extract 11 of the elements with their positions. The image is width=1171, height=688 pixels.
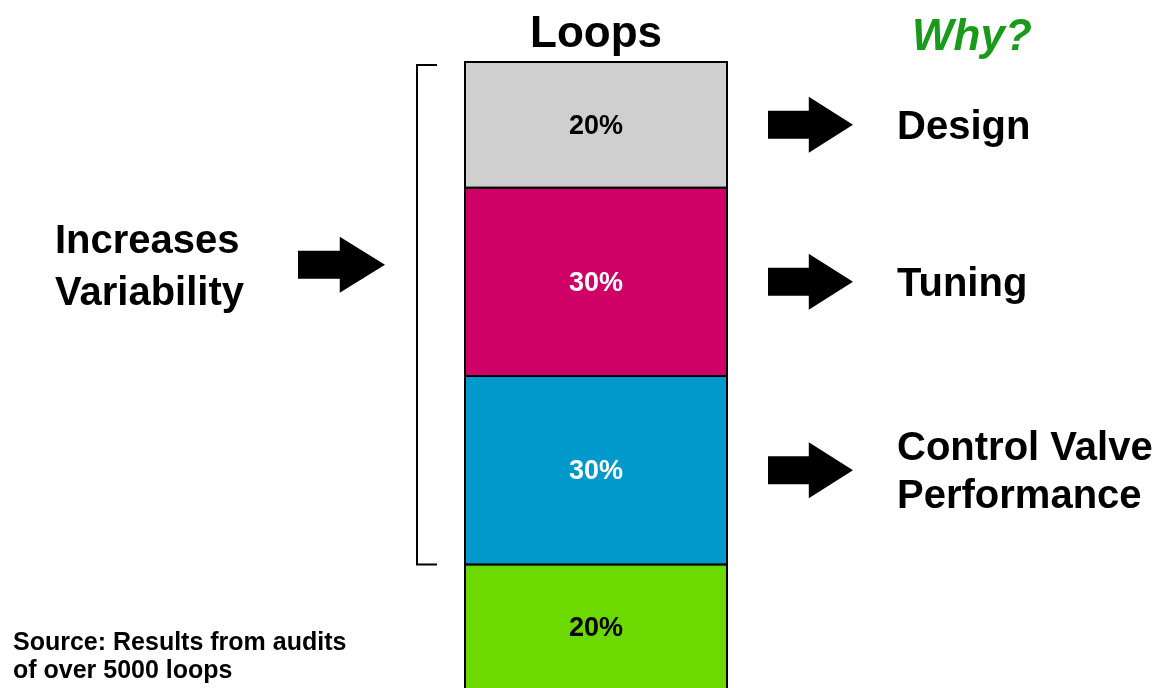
- source-note: Source: Results from audits of over 5000 loops: [13, 627, 347, 683]
- text: Design: [897, 102, 1031, 147]
- data-label: 20%: [568, 612, 624, 643]
- data-label: 20%: [568, 109, 624, 140]
- data-label: 30%: [568, 455, 624, 486]
- text: Tuning: [897, 259, 1028, 304]
- x-tick-label: Loops: [530, 7, 662, 56]
- text: Why?: [912, 10, 1032, 59]
- data-label: 30%: [568, 266, 624, 297]
- text: Control Valve Performance: [897, 424, 1153, 517]
- text: Increases Variability: [55, 216, 245, 313]
